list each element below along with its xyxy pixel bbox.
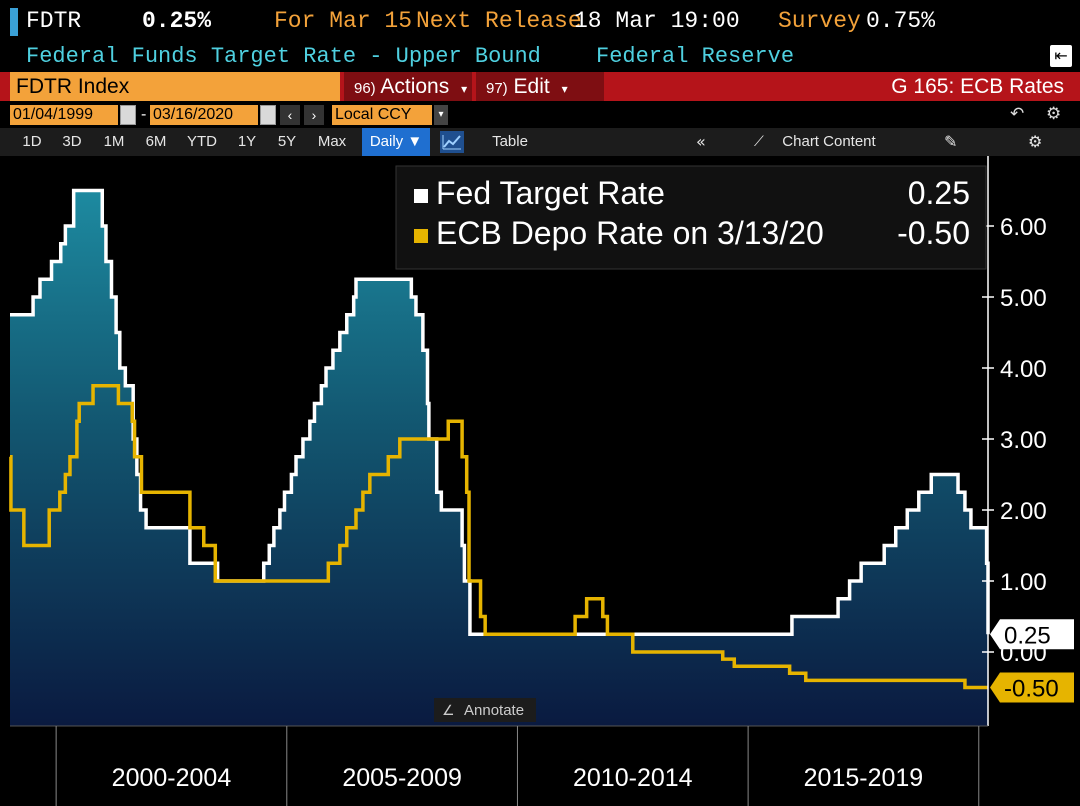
period-max[interactable]: Max [317,133,347,150]
period-ytd[interactable]: YTD [187,133,217,150]
fed-target-rate-line [10,188,990,636]
chevron-right-icon[interactable]: › [304,105,324,125]
for-label: For Mar 15 [274,8,413,34]
period-3d[interactable]: 3D [62,133,82,150]
y-tick-label: 2.00 [1000,498,1047,525]
annotate-icon: ∠ [442,703,455,719]
survey-label: Survey [778,8,861,34]
gear-icon[interactable]: ⚙ [1028,132,1043,151]
undo-icon[interactable]: ↶ [1010,104,1025,124]
ecb-depo-rate-line [9,384,988,690]
period-1m[interactable]: 1M [103,133,125,150]
table-button[interactable]: Table [492,133,528,150]
description-row: Federal Funds Target Rate - Upper Bound … [0,44,1080,72]
actions-menu[interactable]: 96) Actions ▾ [344,72,472,101]
next-release-label: Next Release [416,8,582,34]
annotate-button [434,698,536,722]
ticker-field[interactable]: FDTR Index [10,72,340,101]
function-toolbar: FDTR Index 96) Actions ▾ 97) Edit ▾ G 16… [0,72,1080,101]
y-tick-label: 1.00 [1000,569,1047,596]
chart-content-button[interactable]: Chart Content [782,133,876,150]
y-tick-label: 6.00 [1000,214,1047,241]
x-category-label: 2005-2009 [342,764,462,792]
edit-icon[interactable]: ✎ [944,132,958,151]
collapse-icon[interactable]: « [696,132,706,151]
chevron-down-icon[interactable]: ▾ [434,105,448,125]
y-tick-label: 3.00 [1000,427,1047,454]
rates-chart: 6.00 5.00 4.00 3.00 2.00 1.00 0.00 2000-2004 20… [0,156,1080,806]
legend-value: 0.25 [908,175,970,211]
period-1d[interactable]: 1D [22,133,42,150]
edit-label: Edit [513,75,550,98]
quote-header: FDTR 0.25% For Mar 15 Next Release 18 Ma… [0,0,1080,44]
actions-number: 96) [354,80,376,97]
ecb-last-value-tag [990,672,1074,703]
fed-last-value-tag [990,619,1074,650]
last-value-label: 0.25 [1004,622,1051,649]
start-date-field[interactable]: 01/04/1999 [10,105,118,125]
legend-swatch [414,229,428,243]
last-value-label: -0.50 [1004,676,1059,703]
period-5y[interactable]: 5Y [277,133,297,150]
security-marker [10,8,18,36]
edit-menu[interactable]: 97) Edit ▾ [476,72,604,101]
line-chart-icon[interactable] [440,131,464,153]
legend-value: -0.50 [897,215,970,251]
x-axis-band [0,726,1080,806]
y-tick-label: 4.00 [1000,356,1047,383]
date-separator: - [141,106,147,123]
x-category-label: 2010-2014 [573,764,693,792]
period-toolbar: 1D 3D 1M 6M YTD 1Y 5Y Max Daily ▼ Table … [0,128,1080,156]
actions-label: Actions [380,75,450,98]
period-1y[interactable]: 1Y [237,133,257,150]
next-release-value: 18 Mar 19:00 [574,8,740,34]
security-source: Federal Reserve [596,44,795,69]
chevron-left-icon[interactable]: ‹ [280,105,300,125]
calendar-icon[interactable] [260,105,276,125]
gear-icon[interactable]: ⚙ [1046,104,1062,124]
calendar-icon[interactable] [120,105,136,125]
y-tick-label: 5.00 [1000,285,1047,312]
legend-label: Fed Target Rate [436,175,665,211]
fed-area-fill [10,190,988,726]
legend-label: ECB Depo Rate on 3/13/20 [436,215,824,251]
frequency-select[interactable]: Daily ▼ [362,128,430,156]
last-value: 0.25% [142,8,212,34]
chevron-down-icon: ▾ [461,82,468,96]
survey-value: 0.75% [866,8,936,34]
x-category-label: 2015-2019 [804,764,924,792]
legend-box [395,165,987,270]
annotate-label: Annotate [464,702,524,719]
x-category-label: 2000-2004 [112,764,232,792]
security-description: Federal Funds Target Rate - Upper Bound [26,44,541,69]
chart-svg: 6.005.004.003.002.001.000.00 2000-2004 20… [0,156,1080,806]
chart-content-icon[interactable]: ⟋ [754,134,764,150]
chevron-down-icon: ▾ [561,82,568,96]
edit-number: 97) [486,80,508,97]
page-title: G 165: ECB Rates [891,75,1064,98]
export-icon[interactable]: ⇤ [1050,45,1072,67]
date-range-row: 01/04/1999 - 03/16/2020 ‹ › Local CCY ▾ … [0,101,1080,128]
end-date-field[interactable]: 03/16/2020 [150,105,258,125]
currency-select[interactable]: Local CCY [332,105,432,125]
ticker-short: FDTR [26,8,82,34]
period-6m[interactable]: 6M [145,133,167,150]
legend-swatch [414,189,428,203]
